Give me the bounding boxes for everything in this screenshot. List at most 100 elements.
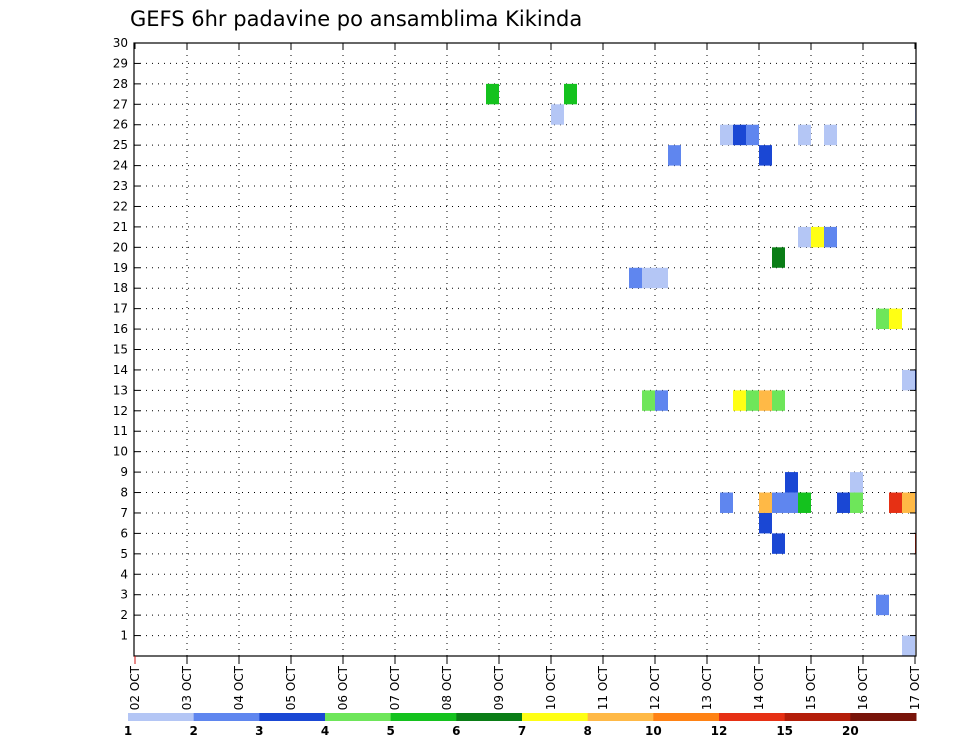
- y-tick-label: 23: [113, 179, 128, 193]
- y-tick-label: 8: [120, 486, 128, 500]
- y-tick-label: 30: [113, 36, 128, 50]
- precip-cell: [733, 124, 746, 146]
- precip-cell: [850, 492, 863, 513]
- colorbar-swatch: [259, 713, 326, 721]
- precip-cell: [902, 635, 915, 656]
- x-tick-label: 09 OCT: [492, 665, 506, 710]
- x-tick-label: 02 OCT: [128, 665, 142, 710]
- precip-cell: [785, 492, 798, 513]
- precip-cell: [733, 390, 746, 411]
- precip-cell: [642, 390, 655, 411]
- colorbar-label: 3: [255, 724, 263, 738]
- precip-cell: [798, 124, 811, 146]
- colorbar-swatch: [325, 713, 392, 721]
- precip-cell: [772, 247, 785, 268]
- colorbar-label: 20: [842, 724, 859, 738]
- precip-cell: [759, 512, 772, 534]
- y-tick-label: 15: [113, 343, 128, 357]
- colorbar-label: 5: [386, 724, 394, 738]
- x-tick-label: 12 OCT: [648, 665, 662, 710]
- colorbar-swatch: [587, 713, 654, 721]
- y-tick-label: 20: [113, 240, 128, 254]
- x-tick-label: 14 OCT: [752, 665, 766, 710]
- x-tick-label: 08 OCT: [440, 665, 454, 710]
- y-tick-label: 3: [120, 588, 128, 602]
- colorbar-label: 8: [583, 724, 591, 738]
- x-axis-ticks: 02 OCT 03 OCT 04 OCT 05 OCT 06 OCT 07 OCT 08 O…: [128, 43, 922, 710]
- y-tick-label: 9: [120, 465, 128, 479]
- chart-title: GEFS 6hr padavine po ansamblima Kikinda: [130, 7, 582, 31]
- precip-cell: [850, 472, 863, 493]
- precip-cell: [759, 145, 772, 166]
- y-tick-label: 27: [113, 97, 128, 111]
- x-tick-label: 04 OCT: [232, 665, 246, 710]
- colorbar-swatch: [390, 713, 457, 721]
- y-tick-label: 21: [113, 220, 128, 234]
- precip-cell: [759, 390, 772, 411]
- precip-cell: [655, 390, 668, 411]
- precip-cell: [720, 124, 733, 146]
- precip-cell: [785, 472, 798, 493]
- colorbar-label: 15: [776, 724, 793, 738]
- precip-cell: [798, 226, 811, 248]
- y-tick-label: 13: [113, 383, 128, 397]
- precip-cell: [824, 124, 837, 146]
- colorbar-swatch: [128, 713, 195, 721]
- precip-cell: [746, 390, 759, 411]
- y-tick-label: 16: [113, 322, 128, 336]
- precip-cell: [655, 267, 668, 289]
- y-tick-label: 1: [120, 629, 128, 643]
- y-tick-label: 10: [113, 445, 128, 459]
- colorbar: 1 2 3 4 5 6 7 8 10 12 15 20: [124, 713, 917, 738]
- colorbar-swatch: [784, 713, 851, 721]
- y-tick-label: 25: [113, 138, 128, 152]
- colorbar-label: 6: [452, 724, 460, 738]
- x-tick-label: 03 OCT: [180, 665, 194, 710]
- precip-cell: [837, 492, 850, 513]
- precip-cell: [902, 492, 915, 513]
- precip-cell: [772, 492, 785, 513]
- colorbar-label: 10: [645, 724, 662, 738]
- colorbar-label: 7: [518, 724, 526, 738]
- x-tick-label: 16 OCT: [856, 665, 870, 710]
- colorbar-label: 12: [711, 724, 728, 738]
- y-tick-label: 2: [120, 608, 128, 622]
- precip-cell: [824, 226, 837, 248]
- precip-cell: [642, 267, 655, 289]
- precip-cell: [759, 492, 772, 513]
- y-tick-label: 26: [113, 118, 128, 132]
- x-tick-label: 15 OCT: [804, 665, 818, 710]
- y-tick-label: 11: [113, 424, 128, 438]
- precip-cell: [889, 308, 902, 330]
- y-tick-label: 6: [120, 526, 128, 540]
- y-tick-label: 24: [113, 159, 128, 173]
- colorbar-label: 1: [124, 724, 132, 738]
- precip-cell: [772, 533, 785, 554]
- precip-cell: [902, 369, 915, 391]
- x-tick-label: 05 OCT: [284, 665, 298, 710]
- y-tick-label: 18: [113, 281, 128, 295]
- y-tick-label: 14: [113, 363, 128, 377]
- y-tick-label: 17: [113, 302, 128, 316]
- precip-cell: [668, 145, 681, 166]
- precip-cell: [564, 83, 577, 105]
- precip-cell: [486, 83, 499, 105]
- precip-cell: [798, 492, 811, 513]
- precip-cells: [486, 83, 916, 656]
- x-tick-label: 11 OCT: [596, 665, 610, 710]
- y-tick-label: 4: [120, 567, 128, 581]
- colorbar-label: 2: [189, 724, 197, 738]
- colorbar-swatch: [653, 713, 720, 721]
- precip-cell: [629, 267, 642, 289]
- precip-cell: [876, 594, 889, 616]
- precip-cell: [772, 390, 785, 411]
- colorbar-label: 4: [321, 724, 329, 738]
- grid-lines: [134, 43, 916, 656]
- y-tick-label: 7: [120, 506, 128, 520]
- colorbar-swatch: [719, 713, 786, 721]
- y-tick-label: 28: [113, 77, 128, 91]
- x-tick-label: 06 OCT: [336, 665, 350, 710]
- y-tick-label: 22: [113, 199, 128, 213]
- y-tick-label: 5: [120, 547, 128, 561]
